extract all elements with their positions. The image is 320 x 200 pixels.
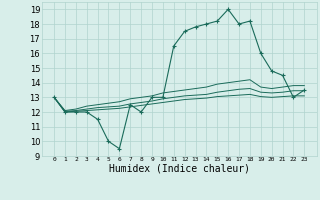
X-axis label: Humidex (Indice chaleur): Humidex (Indice chaleur): [109, 164, 250, 174]
